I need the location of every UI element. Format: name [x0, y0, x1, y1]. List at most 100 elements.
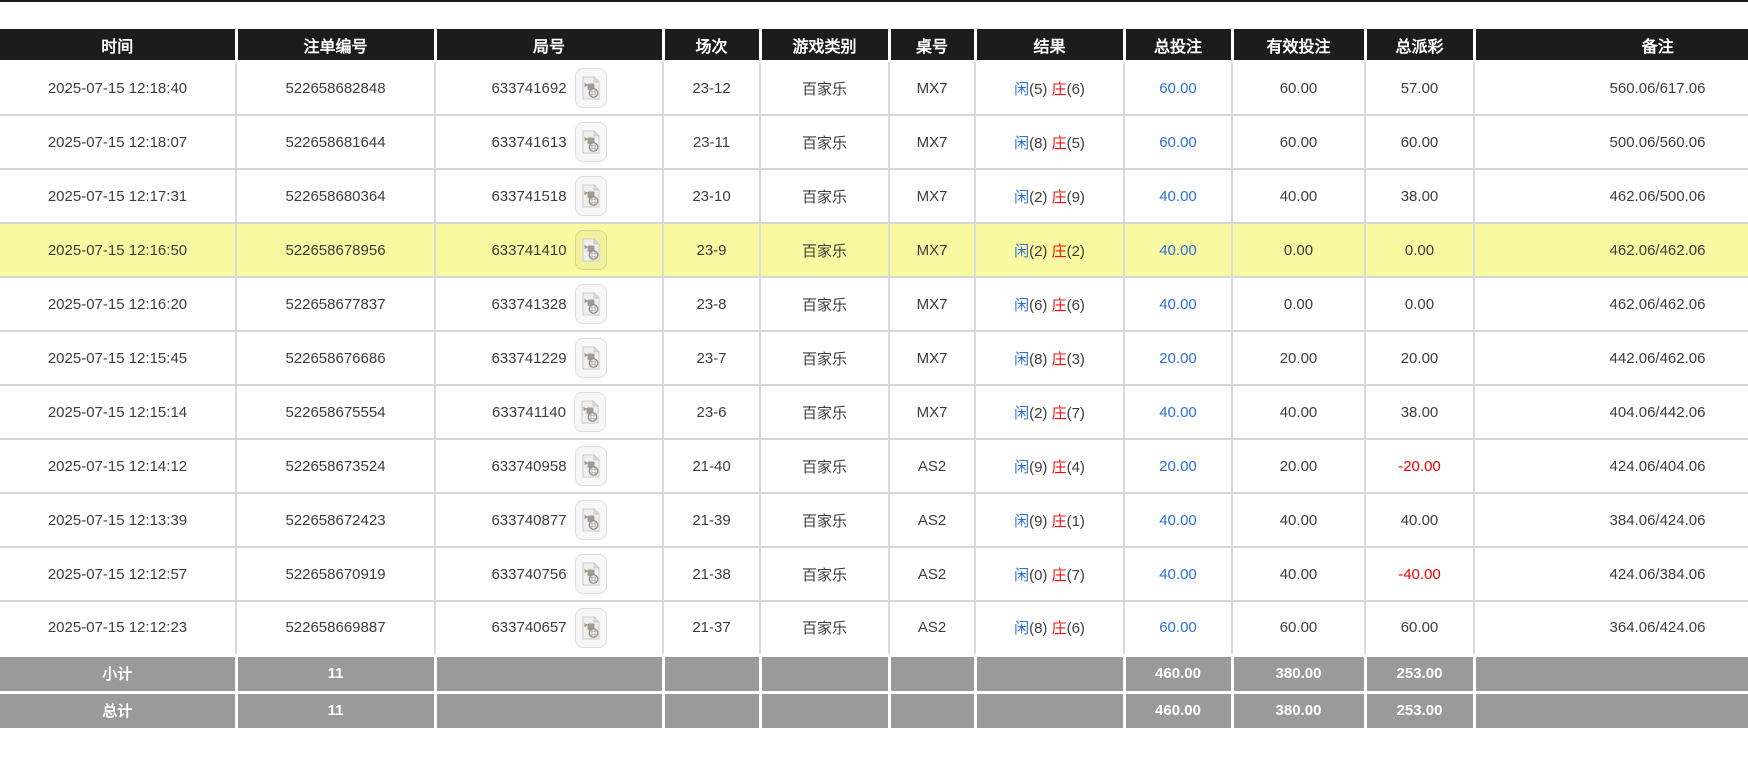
table-row-3[interactable]: 2025-07-15 12:17:31 522658680364 633741518… [0, 169, 1748, 224]
total-bet-link[interactable]: 40.00 [1159, 565, 1197, 583]
cell-total-bet: 40.00 [1124, 493, 1233, 548]
cell-valid-bet: 20.00 [1232, 331, 1366, 386]
result-player-value: (6) [1029, 296, 1052, 314]
round-cell: 633740756 [491, 554, 607, 594]
video-replay-button[interactable] [574, 68, 607, 108]
video-replay-button[interactable] [574, 122, 607, 162]
grand-total-empty-note [1474, 690, 1748, 731]
bet-records-table: 时间 注单编号 局号 场次 游戏类别 桌号 结果 总投注 有效投注 总派彩 备注 2025-07-1… [0, 29, 1748, 731]
table-row-7[interactable]: 2025-07-15 12:15:14 522658675554 633741140… [0, 385, 1748, 440]
cell-round-id: 633740877 [435, 493, 664, 548]
table-row-11[interactable]: 2025-07-15 12:12:23 522658669887 633740657… [0, 601, 1748, 656]
cell-note: 462.06/500.06 [1474, 169, 1748, 224]
cell-valid-bet: 60.00 [1232, 115, 1366, 170]
table-row-1[interactable]: 2025-07-15 12:18:40 522658682848 633741692… [0, 61, 1748, 116]
table-row-9[interactable]: 2025-07-15 12:13:39 522658672423 633740877… [0, 493, 1748, 548]
round-cell: 633741328 [491, 284, 607, 324]
cell-total-bet: 40.00 [1124, 169, 1233, 224]
cell-valid-bet: 0.00 [1232, 277, 1366, 332]
table-row-6[interactable]: 2025-07-15 12:15:45 522658676686 633741229… [0, 331, 1748, 386]
cell-session: 23-7 [663, 331, 761, 386]
video-replay-button[interactable] [574, 554, 607, 594]
cell-session: 23-10 [663, 169, 761, 224]
cell-table-id: MX7 [889, 223, 976, 278]
video-replay-button[interactable] [574, 284, 607, 324]
video-replay-button[interactable] [574, 230, 607, 270]
total-bet-link[interactable]: 40.00 [1159, 403, 1197, 421]
total-bet-link[interactable]: 60.00 [1159, 619, 1197, 637]
cell-total-bet: 20.00 [1124, 331, 1233, 386]
total-bet-link[interactable]: 20.00 [1159, 349, 1197, 367]
result-banker-value: (2) [1066, 242, 1085, 260]
result-banker-label: 庄 [1051, 404, 1067, 422]
total-bet-link[interactable]: 40.00 [1159, 295, 1197, 313]
cell-bet-id: 522658676686 [236, 331, 436, 386]
grand-total-count: 11 [236, 690, 437, 731]
cell-bet-id: 522658682848 [236, 61, 436, 116]
cell-game-type: 百家乐 [760, 439, 890, 494]
table-row-4[interactable]: 2025-07-15 12:16:50 522658678956 633741410… [0, 223, 1748, 278]
cell-bet-id: 522658672423 [236, 493, 436, 548]
cell-round-id: 633741229 [435, 331, 664, 386]
cell-bet-id: 522658677837 [236, 277, 436, 332]
video-replay-button[interactable] [573, 392, 606, 432]
result-player-label: 闲 [1014, 458, 1030, 476]
round-number: 633740756 [491, 565, 567, 583]
cell-bet-id: 522658678956 [236, 223, 436, 278]
cell-valid-bet: 20.00 [1232, 439, 1366, 494]
result-banker-label: 庄 [1051, 242, 1067, 260]
cell-table-id: MX7 [889, 331, 976, 386]
cell-note: 462.06/462.06 [1474, 277, 1748, 332]
cell-round-id: 633741692 [435, 61, 664, 116]
cell-game-type: 百家乐 [760, 547, 890, 602]
video-replay-icon [582, 346, 600, 370]
cell-round-id: 633740958 [435, 439, 664, 494]
cell-valid-bet: 60.00 [1232, 601, 1366, 656]
cell-note: 560.06/617.06 [1474, 61, 1748, 116]
cell-table-id: MX7 [889, 169, 976, 224]
total-bet-link[interactable]: 40.00 [1159, 187, 1197, 205]
total-bet-link[interactable]: 20.00 [1159, 457, 1197, 475]
table-row-8[interactable]: 2025-07-15 12:14:12 522658673524 633740958… [0, 439, 1748, 494]
video-replay-button[interactable] [574, 338, 607, 378]
result-banker-label: 庄 [1051, 134, 1067, 152]
table-row-2[interactable]: 2025-07-15 12:18:07 522658681644 633741613… [0, 115, 1748, 170]
cell-total-bet: 60.00 [1124, 115, 1233, 170]
video-replay-button[interactable] [574, 500, 607, 540]
video-replay-icon [582, 238, 600, 262]
top-divider [0, 0, 1748, 2]
cell-total-payout: 60.00 [1365, 115, 1475, 170]
col-header-time: 时间 [0, 29, 238, 62]
result-banker-value: (3) [1066, 350, 1085, 368]
cell-total-payout: 0.00 [1365, 223, 1475, 278]
col-header-valid-bet: 有效投注 [1232, 29, 1367, 62]
total-bet-link[interactable]: 60.00 [1159, 133, 1197, 151]
table-row-5[interactable]: 2025-07-15 12:16:20 522658677837 633741328… [0, 277, 1748, 332]
table-row-10[interactable]: 2025-07-15 12:12:57 522658670919 633740756… [0, 547, 1748, 602]
grand-total-valid-bet: 380.00 [1232, 690, 1367, 731]
subtotal-empty-game-type [760, 653, 891, 694]
cell-session: 23-11 [663, 115, 761, 170]
cell-note: 384.06/424.06 [1474, 493, 1748, 548]
result-banker-value: (7) [1066, 404, 1085, 422]
grand-total-total-bet: 460.00 [1124, 690, 1234, 731]
cell-note: 424.06/384.06 [1474, 547, 1748, 602]
total-bet-link[interactable]: 60.00 [1159, 79, 1197, 97]
video-replay-icon [582, 292, 600, 316]
video-replay-button[interactable] [574, 446, 607, 486]
cell-game-type: 百家乐 [760, 385, 890, 440]
cell-time: 2025-07-15 12:12:57 [0, 547, 237, 602]
cell-bet-id: 522658681644 [236, 115, 436, 170]
cell-result: 闲(2) 庄(2) [975, 223, 1125, 278]
cell-note: 442.06/462.06 [1474, 331, 1748, 386]
col-header-note: 备注 [1474, 29, 1748, 62]
total-bet-link[interactable]: 40.00 [1159, 241, 1197, 259]
subtotal-row: 小计 11 460.00 380.00 253.00 [0, 653, 1748, 694]
video-replay-button[interactable] [574, 176, 607, 216]
video-replay-button[interactable] [574, 607, 607, 648]
result-banker-label: 庄 [1051, 458, 1067, 476]
total-bet-link[interactable]: 40.00 [1159, 511, 1197, 529]
bet-records-container: 时间 注单编号 局号 场次 游戏类别 桌号 结果 总投注 有效投注 总派彩 备注 2025-07-1… [0, 29, 1748, 731]
cell-table-id: AS2 [889, 493, 976, 548]
cell-valid-bet: 0.00 [1232, 223, 1366, 278]
